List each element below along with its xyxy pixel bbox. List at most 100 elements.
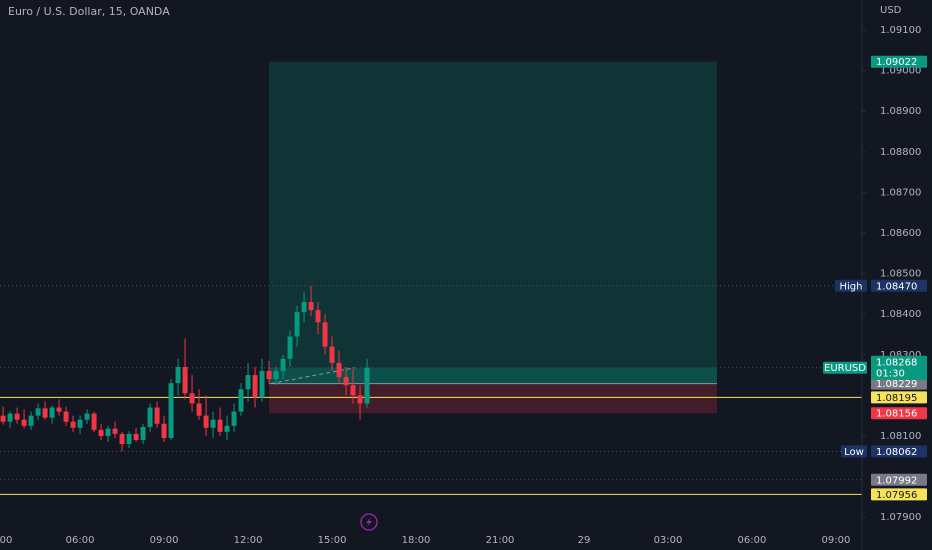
x-tick-label: 12:00 bbox=[234, 535, 263, 546]
price-tag-box bbox=[835, 279, 867, 292]
candle-body bbox=[336, 362, 342, 378]
price-tag-box bbox=[841, 445, 867, 458]
target-zone bbox=[269, 61, 717, 384]
price-label-box bbox=[871, 55, 927, 68]
candle-body bbox=[322, 322, 328, 347]
candle-body bbox=[273, 370, 279, 380]
y-tick-label: 1.08800 bbox=[880, 147, 921, 158]
price-label-box bbox=[871, 473, 927, 486]
candle-body bbox=[224, 425, 230, 432]
price-tag: High bbox=[840, 281, 863, 292]
candle-body bbox=[315, 310, 321, 323]
candle-body bbox=[189, 393, 195, 404]
price-label-box bbox=[871, 355, 927, 380]
candle-body bbox=[28, 415, 34, 426]
candle-body bbox=[49, 407, 55, 418]
chart-title: Euro / U.S. Dollar, 15, OANDA bbox=[8, 5, 170, 18]
candle-body bbox=[112, 428, 118, 434]
candle-body bbox=[280, 358, 286, 371]
price-label-box bbox=[871, 445, 927, 458]
price-label-box bbox=[871, 377, 927, 390]
candle-body bbox=[329, 346, 335, 363]
candle-body bbox=[294, 312, 300, 337]
y-tick-label: 1.08100 bbox=[880, 431, 921, 442]
candle-body bbox=[77, 419, 83, 428]
price-label: 1.08470 bbox=[876, 281, 917, 292]
y-tick-label: 1.08400 bbox=[880, 309, 921, 320]
price-label-box bbox=[871, 407, 927, 420]
y-tick-label: 1.09100 bbox=[880, 25, 921, 36]
candle-body bbox=[175, 366, 181, 384]
candle-body bbox=[343, 377, 349, 386]
price-tag: Low bbox=[844, 447, 864, 458]
candle-body bbox=[126, 433, 132, 445]
x-tick-label: 18:00 bbox=[402, 535, 431, 546]
candle-body bbox=[301, 301, 307, 313]
candle-body bbox=[259, 370, 265, 398]
price-label: 1.08268 bbox=[876, 358, 917, 369]
price-label: 1.09022 bbox=[876, 57, 917, 68]
y-tick-label: 1.08500 bbox=[880, 269, 921, 280]
candle-body bbox=[203, 415, 209, 428]
candle-body bbox=[56, 407, 62, 412]
candle-body bbox=[133, 433, 139, 440]
x-tick-label: 00 bbox=[0, 535, 12, 546]
y-tick-label: 1.09000 bbox=[880, 66, 921, 77]
y-tick-label: 1.08300 bbox=[880, 350, 921, 361]
x-tick-label: 21:00 bbox=[486, 535, 515, 546]
candle-body bbox=[35, 408, 41, 416]
price-label: 1.08062 bbox=[876, 447, 917, 458]
candle-body bbox=[182, 366, 188, 394]
candle-body bbox=[364, 367, 370, 404]
candle-body bbox=[196, 403, 202, 416]
countdown: 01:30 bbox=[876, 369, 905, 380]
candle-body bbox=[266, 370, 272, 380]
candle-body bbox=[147, 407, 153, 428]
candle-body bbox=[42, 408, 48, 418]
candle-body bbox=[350, 385, 356, 396]
x-tick-label: 06:00 bbox=[738, 535, 767, 546]
y-tick-label: 1.08600 bbox=[880, 228, 921, 239]
candle-body bbox=[105, 428, 111, 436]
candle-body bbox=[252, 375, 258, 398]
candle-body bbox=[91, 413, 97, 430]
price-tag: EURUSD bbox=[824, 363, 866, 374]
candle-body bbox=[0, 415, 6, 422]
y-tick-label: 1.07900 bbox=[880, 512, 921, 523]
currency-label: USD bbox=[880, 5, 902, 16]
x-tick-label: 29 bbox=[578, 535, 591, 546]
candle-body bbox=[357, 395, 363, 404]
candle-body bbox=[161, 423, 167, 438]
candle-body bbox=[238, 389, 244, 412]
candle-body bbox=[63, 411, 69, 422]
price-tag-box bbox=[823, 361, 867, 374]
candle-body bbox=[7, 413, 13, 422]
plot-area bbox=[0, 61, 862, 495]
x-tick-label: 09:00 bbox=[150, 535, 179, 546]
price-label: 1.08229 bbox=[876, 379, 917, 390]
x-tick-label: 06:00 bbox=[66, 535, 95, 546]
price-label: 1.08156 bbox=[876, 409, 917, 420]
candle-body bbox=[168, 383, 174, 438]
candle-body bbox=[217, 419, 223, 432]
candle-body bbox=[140, 427, 146, 440]
x-tick-label: 09:00 bbox=[822, 535, 851, 546]
profit-zone bbox=[269, 367, 717, 384]
candle-body bbox=[98, 429, 104, 436]
candle-body bbox=[119, 433, 125, 445]
price-label-box bbox=[871, 279, 927, 292]
icon-bolt[interactable] bbox=[366, 517, 372, 527]
price-label: 1.07956 bbox=[876, 490, 917, 501]
replay-icon[interactable] bbox=[360, 513, 378, 531]
price-label: 1.07992 bbox=[876, 475, 917, 486]
candle-body bbox=[287, 336, 293, 359]
y-tick-label: 1.08900 bbox=[880, 106, 921, 117]
stop-zone bbox=[269, 383, 717, 414]
price-label-box bbox=[871, 488, 927, 501]
candle-body bbox=[84, 413, 90, 420]
candle-body bbox=[245, 375, 251, 390]
candle-body bbox=[70, 421, 76, 428]
icon-circle[interactable] bbox=[360, 513, 378, 531]
